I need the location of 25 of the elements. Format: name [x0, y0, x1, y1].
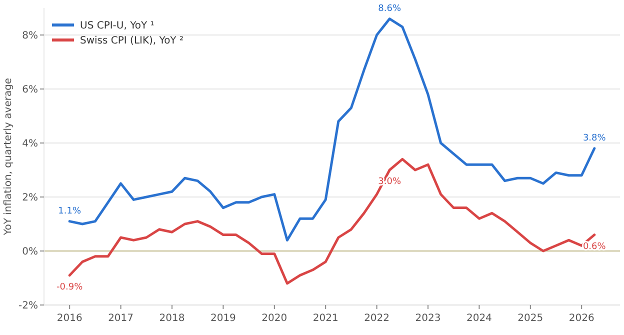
legend-label: Swiss CPI (LIK), YoY ² [80, 36, 184, 46]
x-tick-label: 2016 [56, 313, 82, 324]
x-tick-label: 2017 [108, 313, 134, 324]
y-tick-label: 8% [22, 30, 38, 42]
x-tick-label: 2021 [312, 313, 338, 324]
x-tick-label: 2023 [415, 313, 441, 324]
annotation: 8.6% [378, 4, 402, 14]
annotation: -0.9% [56, 282, 84, 292]
annotation: 3.8% [582, 133, 606, 144]
x-tick-label: 2018 [159, 313, 185, 324]
y-tick-label: 2% [22, 192, 38, 204]
y-tick-label: -2% [18, 300, 38, 312]
x-tick-label: 2020 [262, 313, 288, 324]
x-tick-label: 2019 [210, 313, 236, 324]
legend-label: US CPI-U, YoY ¹ [80, 20, 154, 32]
annotation: 0.6% [582, 242, 606, 252]
x-tick-label: 2024 [466, 313, 492, 324]
annotation: 1.1% [58, 206, 82, 216]
x-tick-label: 2022 [364, 313, 390, 324]
x-tick-label: 2025 [518, 313, 544, 324]
x-tick-label: 2026 [568, 313, 594, 324]
y-tick-label: 4% [22, 138, 38, 150]
y-axis-title: YoY inflation, quarterly average [3, 78, 14, 236]
y-tick-label: 6% [22, 84, 38, 96]
y-tick-label: 0% [22, 246, 38, 258]
